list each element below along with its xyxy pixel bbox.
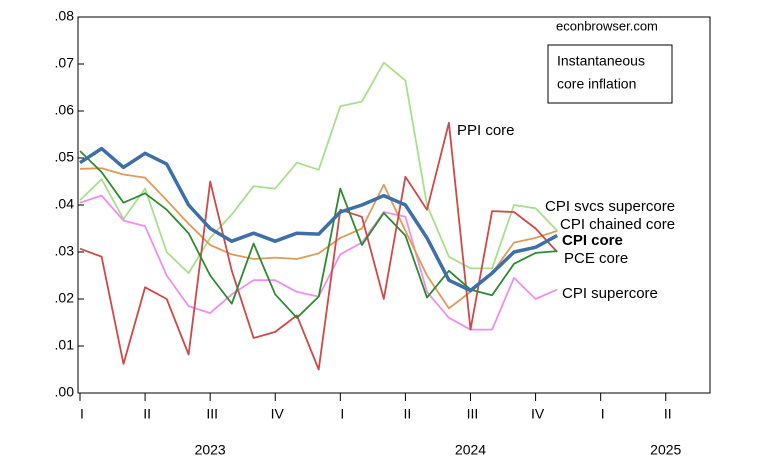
y-tick-label: .04 [55, 196, 75, 212]
series-label: PPI core [457, 122, 515, 139]
x-tick-label: I [80, 406, 84, 422]
series-line [79, 146, 559, 293]
series-line [79, 121, 558, 371]
y-tick-label: .07 [55, 55, 75, 71]
y-tick-label: .01 [55, 337, 75, 353]
x-tick-label: I [601, 406, 605, 422]
x-tick-label: II [664, 406, 672, 422]
source-note: econbrowser.com [556, 18, 658, 33]
y-tick-label: .03 [55, 243, 75, 259]
y-tick-label: .02 [55, 290, 75, 306]
y-tick-label: .05 [55, 149, 75, 165]
y-tick-label: .00 [55, 384, 75, 400]
x-tick-label: IV [531, 406, 545, 422]
x-tick-label: I [340, 406, 344, 422]
year-label: 2023 [195, 442, 226, 458]
year-label: 2024 [455, 442, 486, 458]
series-line [79, 61, 558, 274]
series-label: PCE core [564, 250, 628, 267]
x-tick-label: IV [271, 406, 285, 422]
y-tick-label: .06 [55, 102, 75, 118]
series-label: CPI supercore [562, 285, 658, 302]
x-tick-label: II [143, 406, 151, 422]
annotation-line: core inflation [557, 76, 636, 92]
series-label: CPI chained core [560, 216, 675, 233]
year-label: 2025 [650, 442, 681, 458]
x-tick-label: II [404, 406, 412, 422]
y-tick-label: .08 [55, 8, 75, 24]
series-line [79, 150, 558, 319]
annotation-box [547, 44, 673, 104]
series-label: CPI svcs supercore [545, 198, 675, 215]
x-tick-label: III [206, 406, 218, 422]
x-tick-label: III [467, 406, 479, 422]
series-label: CPI core [562, 232, 623, 249]
annotation-line: Instantaneous [557, 53, 645, 69]
